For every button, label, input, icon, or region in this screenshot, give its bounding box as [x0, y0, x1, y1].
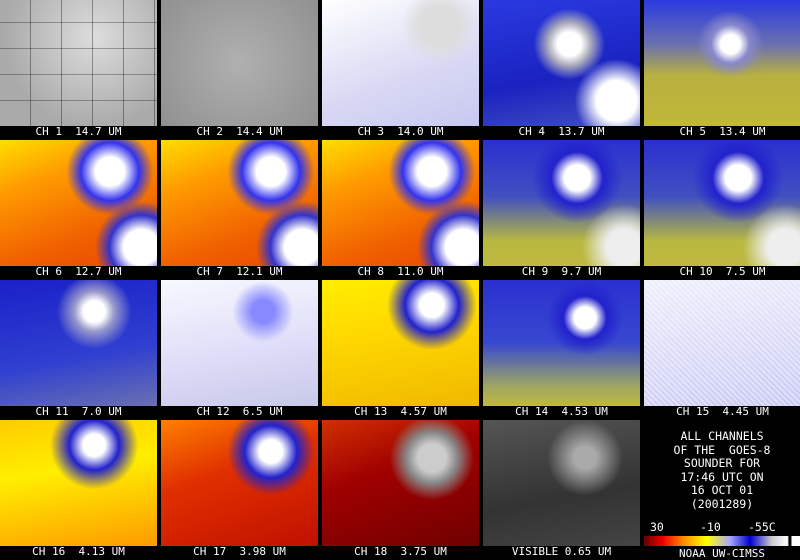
satellite-image	[161, 280, 318, 406]
channel-label: CH 10 7.5 UM	[679, 265, 766, 278]
color-bar	[644, 536, 800, 546]
satellite-image	[644, 140, 800, 266]
channel-panel: CH 7 12.1 UM	[161, 140, 318, 280]
satellite-image	[483, 280, 640, 406]
info-line: (2001289)	[690, 496, 754, 511]
info-line: SOUNDER FOR	[683, 456, 761, 470]
channel-panel: CH 15 4.45 UM	[644, 280, 800, 420]
satellite-image	[483, 140, 640, 266]
satellite-image	[0, 0, 157, 126]
channel-label: CH 15 4.45 UM	[676, 405, 769, 418]
channel-label: CH 17 3.98 UM	[193, 545, 286, 558]
channel-panel: VISIBLE 0.65 UM	[483, 420, 640, 560]
channel-panel: CH 3 14.0 UM	[322, 0, 479, 140]
info-line: 17:46 UTC ON	[680, 469, 764, 484]
colorbar-label: -10	[700, 520, 721, 534]
channel-label: CH 2 14.4 UM	[196, 125, 283, 138]
colorbar-label: 30	[650, 520, 664, 534]
satellite-image	[644, 280, 800, 406]
channel-label: CH 1 14.7 UM	[35, 125, 122, 138]
channel-panel: CH 9 9.7 UM	[483, 140, 640, 280]
channel-label: CH 7 12.1 UM	[196, 265, 283, 278]
channel-label: CH 3 14.0 UM	[357, 125, 444, 138]
channel-label: CH 5 13.4 UM	[679, 125, 766, 138]
channel-panel: CH 2 14.4 UM	[161, 0, 318, 140]
channel-panel: CH 10 7.5 UM	[644, 140, 800, 280]
channel-panel: CH 5 13.4 UM	[644, 0, 800, 140]
info-block: ALL CHANNELS OF THE GOES-8 SOUNDER FOR 17:4…	[644, 429, 800, 511]
channel-panel: CH 16 4.13 UM	[0, 420, 157, 560]
channel-panel: CH 11 7.0 UM	[0, 280, 157, 420]
channel-panel: CH 1 14.7 UM	[0, 0, 157, 140]
channel-panel: CH 6 12.7 UM	[0, 140, 157, 280]
channel-panel: CH 13 4.57 UM	[322, 280, 479, 420]
info-line: 16 OCT 01	[690, 483, 754, 497]
channel-panel: CH 8 11.0 UM	[322, 140, 479, 280]
satellite-image	[483, 420, 640, 546]
channel-label: CH 13 4.57 UM	[354, 405, 447, 418]
channel-label: CH 4 13.7 UM	[518, 125, 605, 138]
channel-label: CH 6 12.7 UM	[35, 265, 122, 278]
satellite-image	[0, 420, 157, 546]
satellite-image	[0, 280, 157, 406]
channel-label: CH 14 4.53 UM	[515, 405, 608, 418]
channel-label: CH 9 9.7 UM	[521, 265, 602, 278]
info-line: ALL CHANNELS	[680, 429, 764, 443]
channel-panel: CH 12 6.5 UM	[161, 280, 318, 420]
channel-label: CH 12 6.5 UM	[196, 405, 283, 418]
credit: NOAA UW-CIMSS	[678, 547, 766, 560]
satellite-image	[161, 0, 318, 126]
channel-panel: CH 17 3.98 UM	[161, 420, 318, 560]
satellite-image	[0, 140, 157, 266]
channel-label: CH 16 4.13 UM	[32, 545, 125, 558]
channel-label: CH 8 11.0 UM	[357, 265, 444, 278]
channel-panel: CH 4 13.7 UM	[483, 0, 640, 140]
satellite-image	[161, 420, 318, 546]
satellite-image	[322, 280, 479, 406]
channel-label: CH 11 7.0 UM	[35, 405, 122, 418]
channel-label: VISIBLE 0.65 UM	[511, 545, 612, 558]
satellite-image	[161, 140, 318, 266]
satellite-image	[644, 0, 800, 126]
channel-panel: CH 18 3.75 UM	[322, 420, 479, 560]
satellite-image	[322, 420, 479, 546]
satellite-image	[483, 0, 640, 126]
channel-panel: CH 14 4.53 UM	[483, 280, 640, 420]
info-line: OF THE GOES-8	[673, 442, 771, 457]
colorbar-label: -55C	[748, 520, 776, 534]
satellite-image	[322, 140, 479, 266]
satellite-image	[322, 0, 479, 126]
channel-label: CH 18 3.75 UM	[354, 545, 447, 558]
